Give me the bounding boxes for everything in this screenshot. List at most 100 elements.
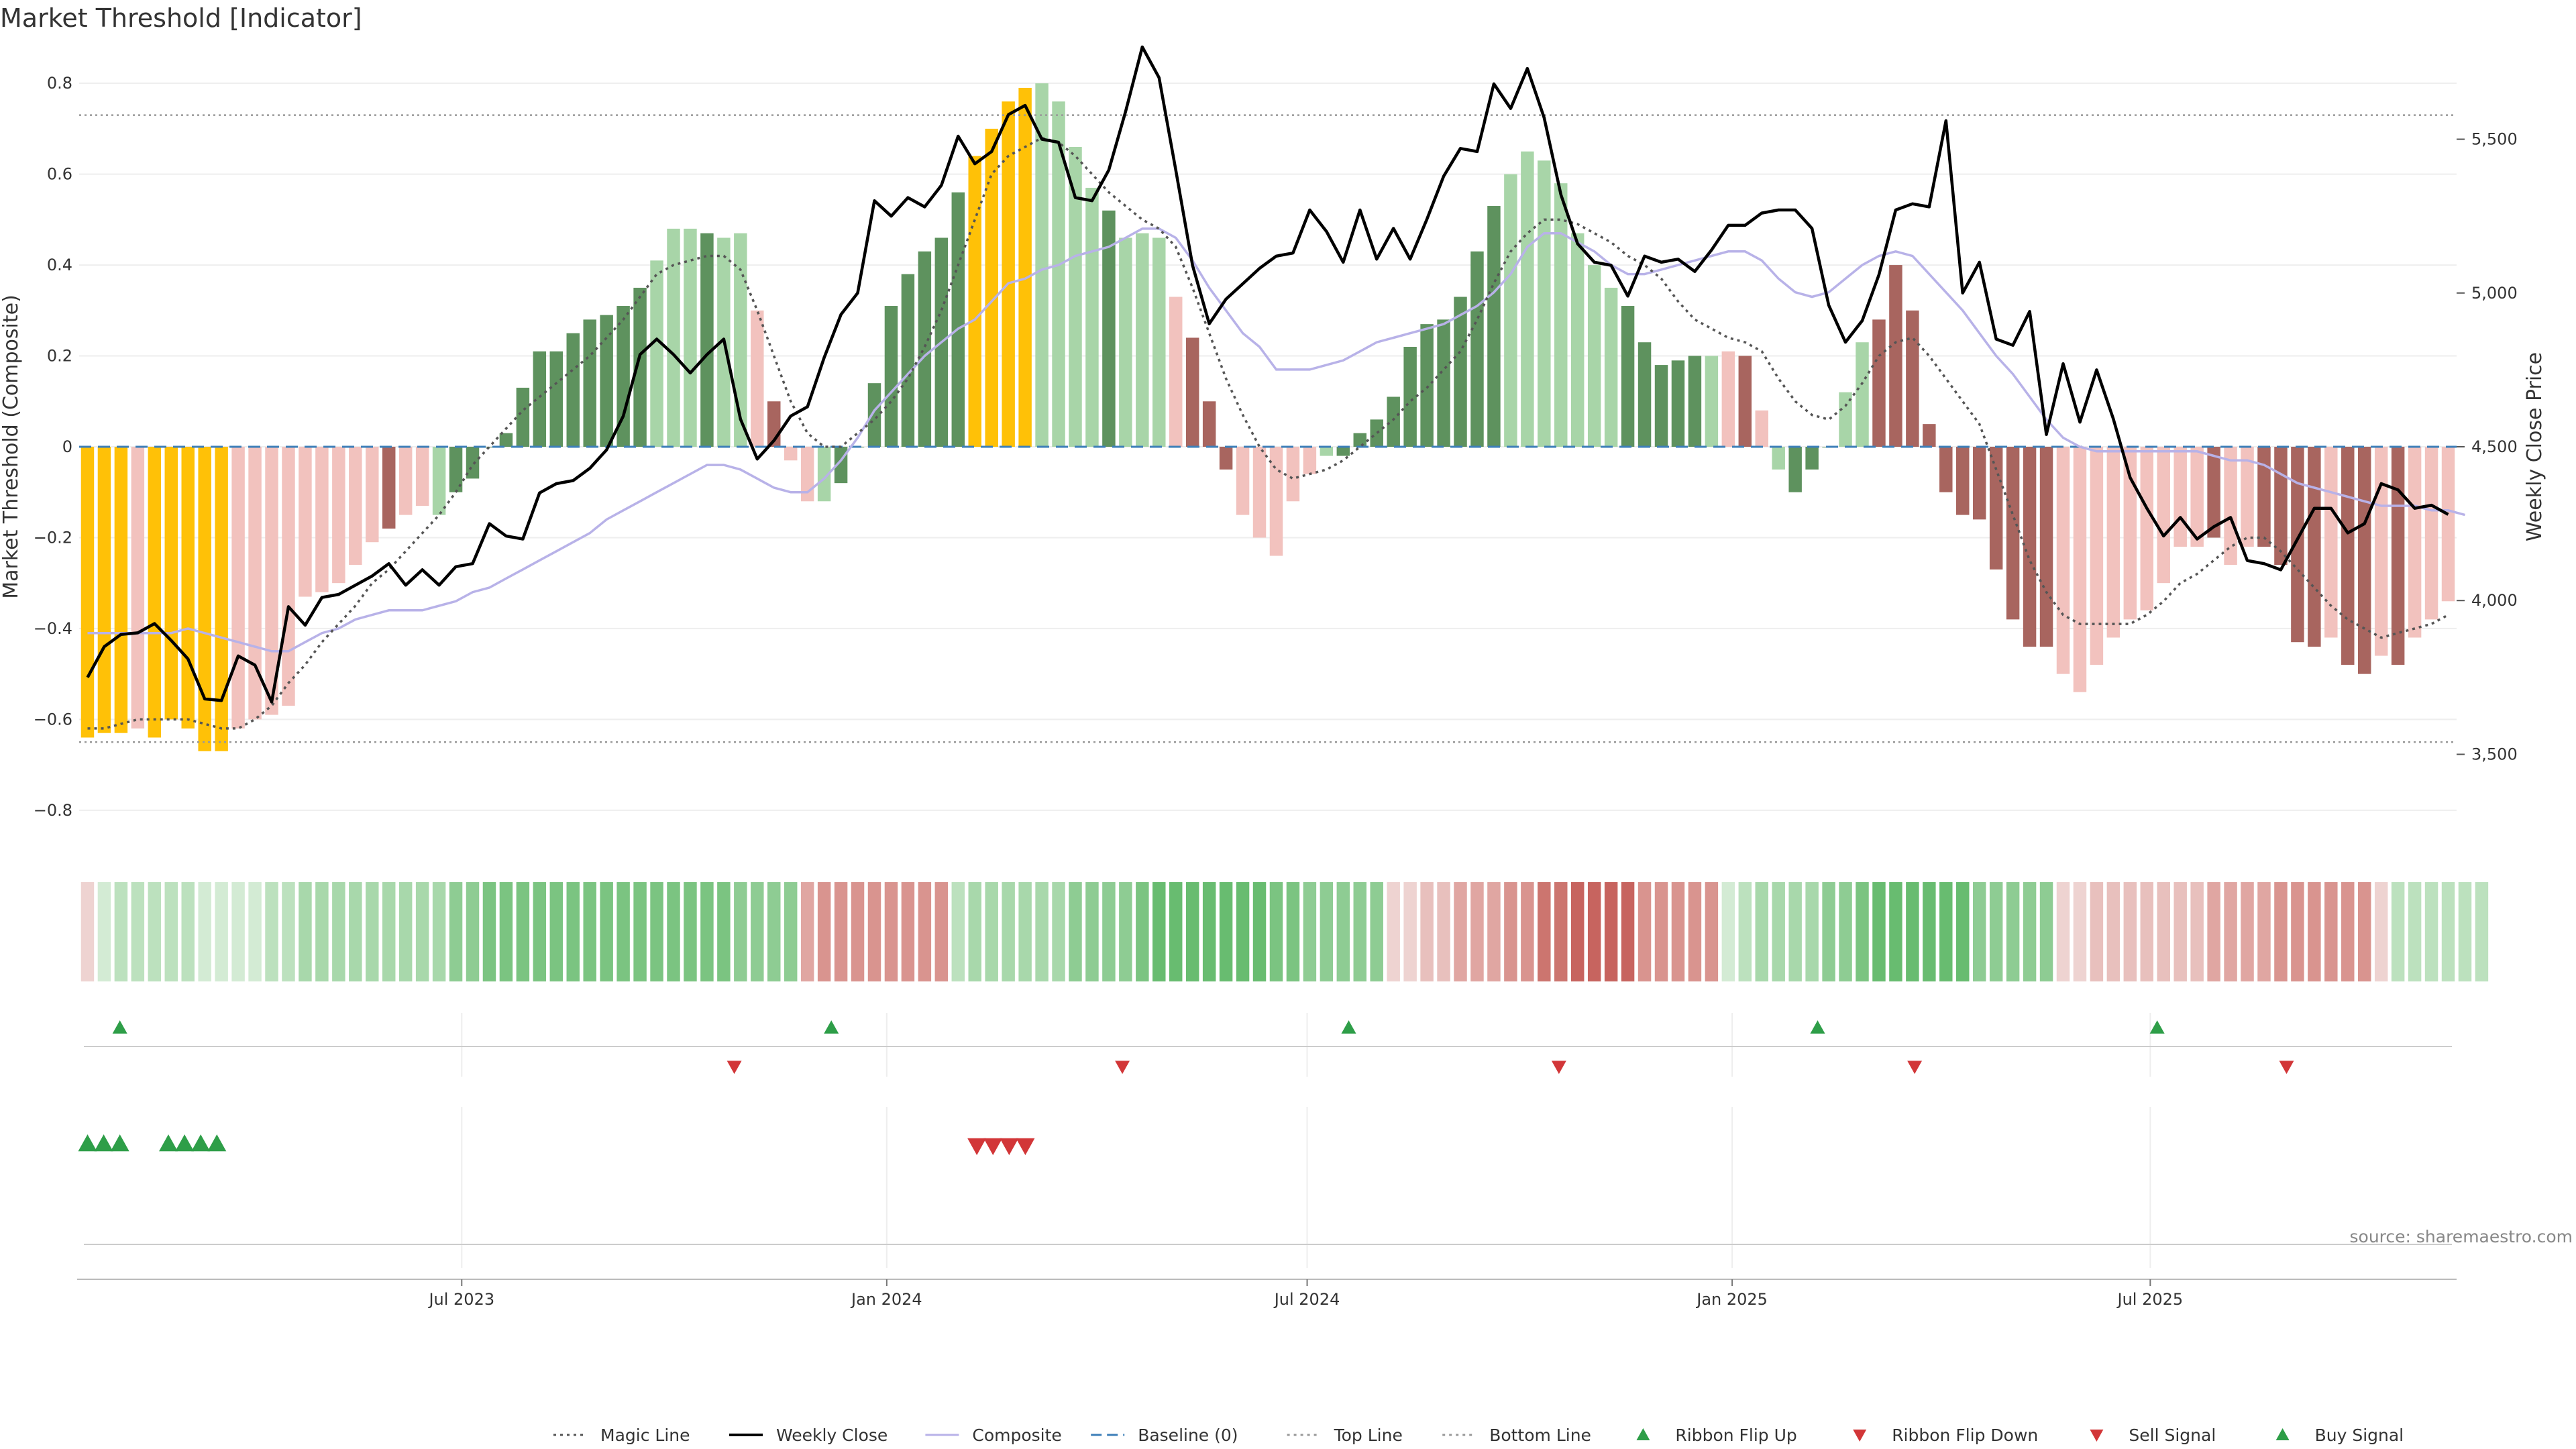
- ribbon-cell: [1772, 882, 1785, 981]
- buy-signal-marker: [158, 1134, 178, 1152]
- ribbon-cell: [231, 882, 245, 981]
- ribbon-cell: [2174, 882, 2187, 981]
- legend-label: Weekly Close: [776, 1426, 888, 1445]
- ribbon-cell: [1654, 882, 1668, 981]
- ribbon-cell: [1387, 882, 1400, 981]
- composite-bar: [1521, 151, 1534, 447]
- ribbon-cell: [800, 882, 814, 981]
- buy-signal-marker: [207, 1134, 227, 1152]
- composite-bar: [148, 447, 162, 738]
- y-tick-label: 0: [62, 437, 72, 456]
- ribbon-cell: [2023, 882, 2037, 981]
- y2-tick-label: 4,500: [2471, 437, 2518, 456]
- composite-bar: [415, 447, 429, 506]
- composite-bar: [2106, 447, 2121, 638]
- ribbon-cell: [1504, 882, 1517, 981]
- ribbon-cell: [181, 882, 195, 981]
- ribbon-cell: [349, 882, 362, 981]
- ribbon-cell: [684, 882, 697, 981]
- ribbon-cell: [432, 882, 446, 981]
- ribbon-flip-up-marker: [2149, 1020, 2165, 1034]
- composite-bar: [97, 447, 111, 733]
- ribbon-cell: [1102, 882, 1116, 981]
- composite-bar: [215, 447, 228, 751]
- ribbon-cell: [667, 882, 680, 981]
- ribbon-cell: [1872, 882, 1886, 981]
- composite-bar: [1538, 160, 1551, 447]
- legend-item: Sell Signal: [2090, 1426, 2216, 1445]
- ribbon-cell: [1303, 882, 1317, 981]
- composite-bar: [2424, 447, 2438, 620]
- ribbon-cell: [315, 882, 329, 981]
- composite-bar: [499, 433, 513, 447]
- ribbon-cell: [1219, 882, 1233, 981]
- ribbon-cell: [1688, 882, 1702, 981]
- ribbon-cell: [1989, 882, 2003, 981]
- composite-bar: [1152, 237, 1166, 447]
- composite-bar: [2408, 447, 2422, 638]
- y2-axis-label: Weekly Close Price: [2523, 352, 2546, 541]
- ribbon-cell: [2257, 882, 2271, 981]
- ribbon-cell: [2106, 882, 2121, 981]
- composite-bar: [1169, 297, 1183, 447]
- composite-bar: [918, 251, 932, 447]
- ribbon-cell: [2157, 882, 2170, 981]
- ribbon-cell: [1420, 882, 1434, 981]
- composite-bar: [1939, 447, 1953, 492]
- ribbon-cell: [901, 882, 915, 981]
- composite-bar: [1420, 324, 1434, 447]
- ribbon-cell: [366, 882, 379, 981]
- composite-bar: [1387, 396, 1400, 447]
- composite-bar: [1119, 237, 1132, 447]
- ribbon-cell: [2391, 882, 2405, 981]
- ribbon-cell: [1570, 882, 1585, 981]
- ribbon-cell: [1320, 882, 1334, 981]
- ribbon-cell: [751, 882, 764, 981]
- legend-item: Composite: [925, 1426, 1062, 1445]
- ribbon-cell: [398, 882, 413, 981]
- composite-bar: [1872, 319, 1886, 447]
- composite-bar: [1554, 183, 1568, 447]
- ribbon-cell: [951, 882, 965, 981]
- composite-bar: [2224, 447, 2237, 566]
- composite-bar: [1721, 351, 1735, 447]
- ribbon-cell: [1755, 882, 1768, 981]
- composite-bar: [382, 447, 396, 529]
- ribbon-cell: [1906, 882, 1919, 981]
- composite-bar: [600, 315, 613, 447]
- composite-bar: [1269, 447, 1283, 556]
- x-axis: Jul 2023 Jan 2024 Jul 2024 Jan 2025 Jul 2025: [77, 1279, 2457, 1309]
- composite-bar: [985, 128, 998, 447]
- ribbon-cell: [1738, 882, 1752, 981]
- ribbon-cell: [1052, 882, 1065, 981]
- composite-bar: [2291, 447, 2304, 643]
- ribbon-cell: [449, 882, 463, 981]
- composite-bar: [315, 447, 329, 592]
- composite-bar: [1403, 347, 1417, 447]
- composite-bar: [867, 383, 881, 447]
- ribbon-cell: [650, 882, 663, 981]
- ribbon-cell: [282, 882, 295, 981]
- y-tick-label: 0.6: [47, 165, 72, 184]
- y-tick-label: 0.8: [47, 74, 72, 93]
- ribbon-cell: [1119, 882, 1132, 981]
- composite-bar: [1705, 356, 1719, 447]
- ribbon-cell: [1822, 882, 1835, 981]
- ribbon-cell: [1236, 882, 1250, 981]
- x-tick-label: Jan 2024: [850, 1290, 922, 1309]
- ribbon-cell: [1939, 882, 1953, 981]
- composite-bar: [2140, 447, 2154, 610]
- composite-bar: [1487, 206, 1501, 447]
- main-plot-area: 0.8 0.6 0.4 0.2 0 −0.2 −0.4 −0.6 −0.8 5,500 5,000 4…: [0, 45, 2546, 820]
- ribbon-strip: [80, 882, 2489, 981]
- ribbon-flip-down-marker: [2279, 1061, 2294, 1074]
- composite-bar: [684, 228, 697, 447]
- composite-bar: [1470, 251, 1484, 447]
- ribbon-cell: [2090, 882, 2104, 981]
- ribbon-cell: [2324, 882, 2338, 981]
- composite-bar: [2357, 447, 2371, 674]
- composite-bar: [1136, 233, 1149, 447]
- ribbon-cell: [1856, 882, 1869, 981]
- ribbon-cell: [2207, 882, 2220, 981]
- ribbon-cell: [1956, 882, 1970, 981]
